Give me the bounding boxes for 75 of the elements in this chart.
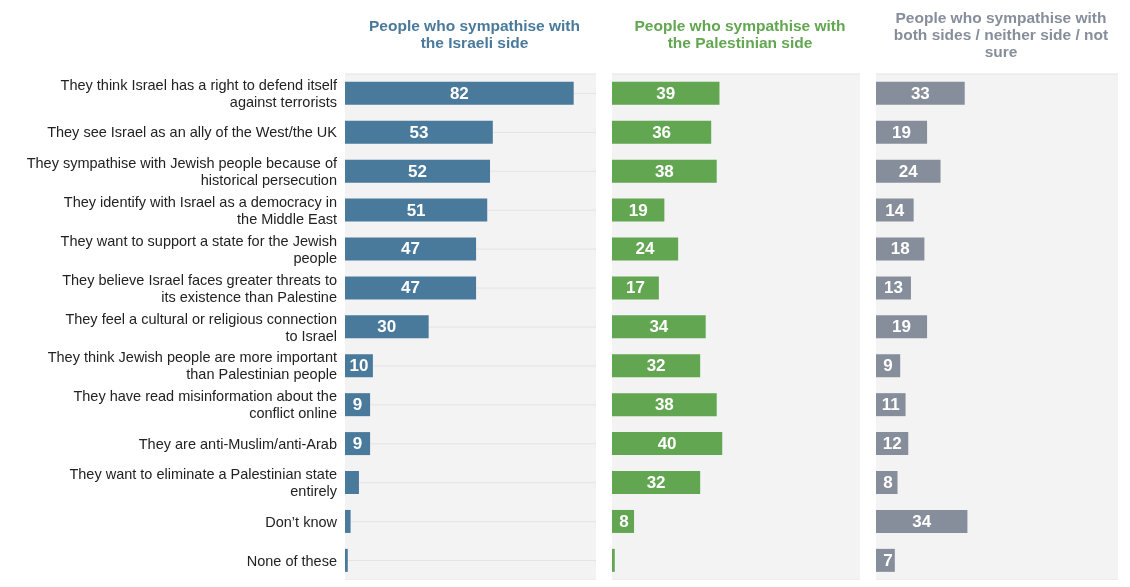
bar: [612, 120, 712, 144]
bar: [612, 315, 706, 339]
data-label: 9: [352, 395, 363, 415]
bar: [876, 159, 941, 183]
data-label: 38: [654, 161, 674, 181]
chart-title: People who sympathise with both sides / neither side / not sure: [892, 8, 1110, 60]
bar: [345, 509, 351, 533]
bar: [876, 509, 968, 533]
y-tick-label: None of these: [246, 552, 337, 569]
bar: [612, 393, 717, 417]
bar: [612, 354, 701, 378]
bar: [345, 198, 488, 222]
data-label: 52: [408, 161, 427, 181]
data-label: 40: [657, 434, 677, 454]
bar: [345, 237, 477, 261]
data-label: 18: [890, 239, 910, 259]
bar: [345, 120, 493, 144]
y-tick-label: They have read misinformation about the conflict online: [73, 388, 337, 422]
bar: [345, 471, 359, 495]
bar: [345, 81, 574, 105]
data-label: 33: [910, 83, 930, 103]
data-label: 10: [349, 356, 369, 376]
data-label: 39: [656, 83, 676, 103]
y-tick-label: They believe Israel faces greater threats to its existence than Palestine: [62, 271, 337, 305]
data-label: 19: [892, 122, 912, 142]
data-label: 24: [898, 161, 919, 181]
data-label: 32: [646, 473, 666, 493]
chart-title: People who sympathise with the Israeli side: [368, 17, 581, 51]
y-tick-label: They see Israel as an ally of the West/the UK: [47, 124, 338, 141]
y-tick-label: They think Israel has a right to defend itself against terrorists: [60, 76, 338, 110]
data-label: 14: [885, 200, 905, 220]
data-label: 12: [882, 434, 902, 454]
data-label: 7: [883, 550, 893, 570]
bar: [345, 276, 477, 300]
y-tick-label: They want to eliminate a Palestinian state entirely: [69, 466, 338, 500]
y-tick-label: They think Jewish people are more important than Palestinian people: [47, 349, 337, 383]
chart-title: People who sympathise with the Palestinian side: [633, 17, 847, 51]
data-label: 24: [635, 239, 656, 259]
bar: [345, 548, 348, 572]
data-label: 19: [892, 317, 912, 337]
data-label: 30: [377, 317, 397, 337]
data-label: 47: [401, 239, 420, 259]
bar: [876, 81, 965, 105]
data-label: 8: [883, 473, 893, 493]
data-label: 51: [406, 200, 426, 220]
data-label: 8: [619, 511, 629, 531]
bar: [345, 159, 491, 183]
y-tick-label: They identify with Israel as a democracy in the Middle East: [63, 193, 337, 227]
y-tick-label: They are anti-Muslim/anti-Arab: [138, 435, 337, 452]
bar: [612, 81, 720, 105]
data-label: 36: [652, 122, 672, 142]
data-label: 34: [649, 317, 669, 337]
data-label: 19: [628, 200, 648, 220]
y-tick-label: They feel a cultural or religious connection to Israel: [65, 310, 337, 344]
data-label: 9: [352, 434, 363, 454]
data-label: 9: [883, 356, 893, 376]
data-label: 34: [912, 511, 932, 531]
data-label: 11: [881, 395, 900, 415]
data-label: 82: [449, 83, 469, 103]
data-label: 47: [401, 278, 420, 298]
data-label: 17: [625, 278, 645, 298]
y-tick-label: They want to support a state for the Jewish people: [60, 232, 337, 266]
bar: [612, 471, 701, 495]
bar: [612, 237, 679, 261]
y-tick-label: Don’t know: [265, 513, 338, 530]
bar: [612, 159, 717, 183]
data-label: 13: [884, 278, 903, 298]
bar: [345, 315, 429, 339]
y-tick-label: They sympathise with Jewish people because of historical persecution: [26, 154, 338, 188]
data-label: 38: [654, 395, 674, 415]
bar: [612, 276, 659, 300]
bar: [612, 548, 615, 572]
bar: [612, 432, 723, 456]
data-label: 53: [409, 122, 429, 142]
data-label: 32: [646, 356, 666, 376]
